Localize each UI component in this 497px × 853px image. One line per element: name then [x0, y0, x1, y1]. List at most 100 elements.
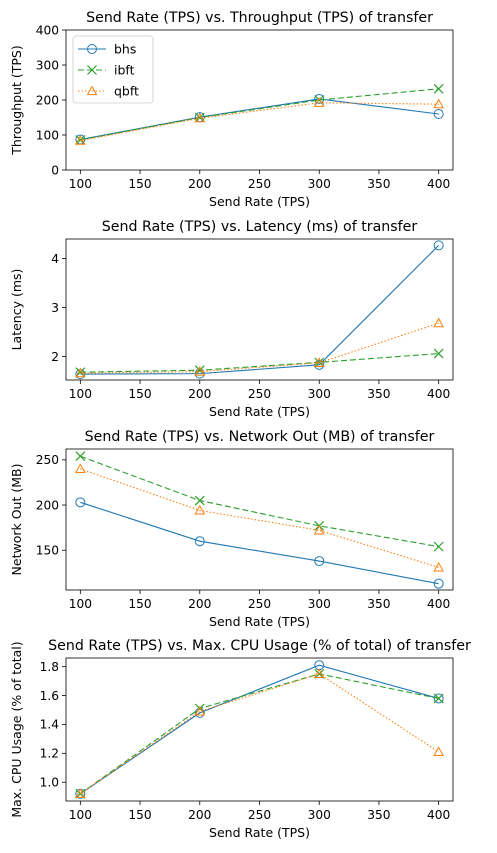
panel-1: Send Rate (TPS) vs. Throughput (TPS) of … [9, 10, 454, 209]
panel-3-ytick-label: 250 [36, 453, 59, 467]
panel-1-legend-box [72, 35, 154, 104]
panel-2-series-qbft-point [313, 357, 325, 367]
panel-1-frame [65, 29, 454, 171]
panel-3-series-bhs [75, 497, 444, 589]
panel-4-ytick-label: 1.6 [40, 689, 59, 703]
panel-1-series-qbft-point [313, 97, 325, 107]
panel-3-series-ibft-point-stroke-b [433, 541, 444, 552]
panel-4-series-ibft-point-stroke-b [433, 693, 444, 704]
panel-1-legend-entry-ibft-marker-stroke-b [87, 65, 97, 75]
panel-4-series-qbft-point [433, 746, 445, 756]
panel-4-series-qbft-line [80, 673, 439, 795]
panel-1-legend-entry-qbft: qbft [78, 84, 139, 99]
panel-1-series-ibft-point [194, 112, 205, 123]
panel-1-series-qbft-point [74, 135, 86, 145]
panel-2-xlabel: Send Rate (TPS) [209, 404, 310, 419]
panel-1-series-bhs-point [314, 93, 325, 104]
panel-2-series-ibft-point [75, 367, 86, 378]
panel-3-xtick-label: 150 [128, 597, 151, 611]
panel-3-series-bhs-point [433, 578, 444, 589]
panel-4-series-ibft-point [433, 693, 444, 704]
panel-1-series-ibft-point [433, 83, 444, 94]
panel-4-ytick-label: 1.2 [40, 747, 59, 761]
panel-1-legend-entry-qbft-marker [86, 85, 98, 96]
panel-1-legend-entry-bhs: bhs [78, 42, 136, 57]
panel-4-ytick-label: 1.8 [40, 660, 59, 674]
panel-1-series-qbft-point [433, 98, 445, 109]
panel-2-xtick-label: 250 [248, 387, 271, 401]
panel-1-ytick-label: 0 [51, 163, 59, 177]
panel-2-series-bhs [75, 240, 444, 380]
panel-2-ytick-label: 3 [51, 301, 59, 315]
panel-1-xtick-label: 100 [69, 177, 92, 191]
panel-2-xtick-label: 300 [308, 387, 331, 401]
panel-1-series-qbft [74, 97, 445, 145]
panel-3-xtick-label: 350 [367, 597, 390, 611]
panel-1-series-bhs-line [80, 98, 439, 141]
panel-3-series-qbft-point [433, 561, 445, 572]
panel-1-series-ibft-point-stroke-b [194, 112, 205, 123]
panel-1-xtick-label: 150 [128, 177, 151, 191]
panel-3-series-ibft-point-stroke-b [75, 451, 86, 462]
panel-2-frame [65, 238, 454, 381]
panel-2-series-ibft-point-stroke-b [75, 367, 86, 378]
panel-4-series-bhs-line [80, 664, 439, 795]
panel-1-legend-entry-qbft-label: qbft [114, 84, 139, 99]
panel-4-ytick-label: 1.4 [40, 718, 60, 732]
panel-1-ytick-label: 100 [36, 128, 59, 142]
panel-4-xtick-label: 350 [367, 808, 390, 822]
panel-3-xtick-label: 400 [427, 597, 450, 611]
panel-3-series-ibft-point-stroke-b [194, 495, 205, 506]
panel-2-title: Send Rate (TPS) vs. Latency (ms) of tran… [102, 219, 418, 235]
panel-1-series-qbft-point [194, 112, 206, 123]
panel-3-series-ibft-line [80, 455, 439, 548]
panel-1-legend-entry-bhs-label: bhs [114, 42, 136, 57]
panel-4-series-qbft-point [74, 788, 86, 798]
panel-1-ylabel: Throughput (TPS) [9, 45, 24, 155]
panel-1-xtick-label: 400 [427, 177, 450, 191]
panel-2-series-bhs-point [194, 368, 205, 379]
panel-1-xtick-label: 250 [248, 177, 271, 191]
panel-4-ytick-label: 1.0 [40, 776, 59, 790]
panel-1-series-ibft-point-stroke-b [433, 83, 444, 94]
panel-2-series-qbft [74, 317, 445, 378]
panel-1-xtick-label: 300 [308, 177, 331, 191]
panel-4: Send Rate (TPS) vs. Max. CPU Usage (% of… [9, 638, 471, 840]
panel-3-series-qbft-point [313, 524, 325, 535]
panel-2-series-bhs-line [80, 244, 440, 375]
panel-2-xtick-label: 350 [367, 387, 390, 401]
panel-4-series-qbft [74, 668, 445, 798]
panel-2-xtick-label: 400 [427, 387, 450, 401]
panel-3-series-bhs-line [80, 501, 439, 585]
panel-4-xtick-label: 150 [128, 808, 151, 822]
panel-1-xtick-label: 200 [188, 177, 211, 191]
panel-2-ylabel: Latency (ms) [9, 269, 24, 351]
panel-1-series-ibft-point-stroke-b [75, 134, 86, 145]
panel-3-xlabel: Send Rate (TPS) [209, 614, 310, 629]
panel-4-title: Send Rate (TPS) vs. Max. CPU Usage (% of… [48, 638, 471, 654]
panel-3-xtick-label: 250 [248, 597, 271, 611]
panel-2-ytick-label: 2 [51, 350, 59, 364]
panel-3-ytick-label: 150 [36, 544, 59, 558]
panel-3-xtick-label: 100 [69, 597, 92, 611]
panel-1-legend: bhs ibft qbft [72, 35, 154, 104]
panel-1-series-ibft-line [80, 88, 439, 141]
panel-1-series-ibft-point [75, 134, 86, 145]
panel-2-series-bhs-point [314, 359, 325, 370]
panel-3-series-ibft-point [433, 541, 444, 552]
panel-3-series-bhs-point [75, 497, 86, 508]
panel-1-legend-entry-bhs-marker [87, 44, 97, 54]
panel-2-xtick-label: 150 [128, 387, 151, 401]
panel-2: Send Rate (TPS) vs. Latency (ms) of tran… [9, 219, 454, 419]
panel-3: Send Rate (TPS) vs. Network Out (MB) of … [9, 429, 454, 629]
panel-3-series-bhs-point [314, 556, 325, 567]
panel-3-frame [65, 448, 454, 591]
panel-3-series-ibft [75, 451, 444, 552]
panel-2-series-qbft-line [80, 322, 439, 374]
panel-4-xtick-label: 300 [308, 808, 331, 822]
panel-3-ylabel: Network Out (MB) [9, 464, 24, 576]
panel-4-frame [65, 657, 454, 802]
panel-1-xtick-label: 350 [367, 177, 390, 191]
panel-3-series-qbft-point [194, 504, 206, 515]
